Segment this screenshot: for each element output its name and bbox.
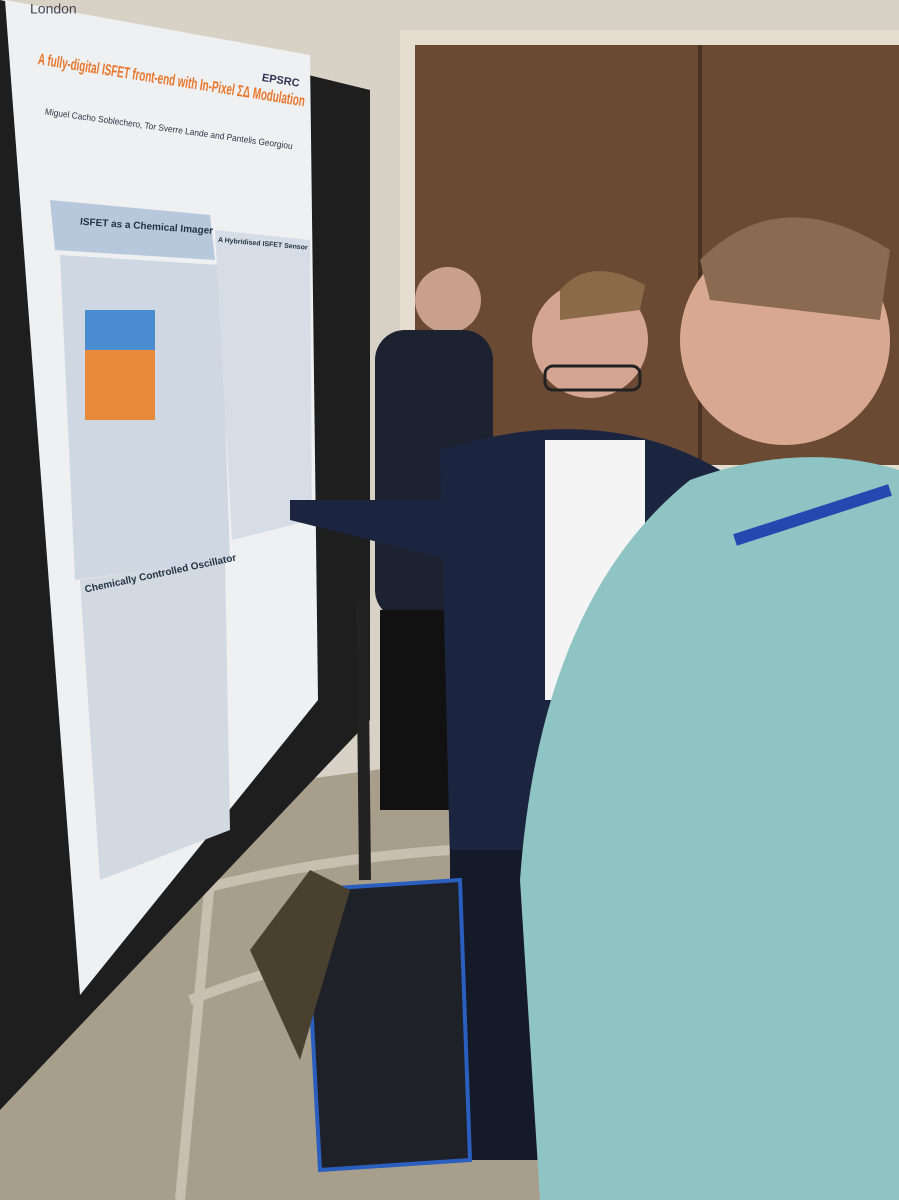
- board-leg: [356, 599, 371, 881]
- glasses: [543, 364, 642, 392]
- poster-figure: [85, 310, 155, 350]
- institution: London: [30, 1, 77, 17]
- lanyard: [733, 484, 892, 546]
- logo: EPSRC: [261, 72, 300, 90]
- bag: [250, 870, 350, 1060]
- person-legs: [380, 610, 450, 810]
- person-arm: [290, 500, 450, 560]
- person-shirt: [520, 457, 899, 1200]
- poster-panel: [80, 560, 230, 880]
- person-head: [415, 267, 481, 333]
- backpack: [302, 877, 473, 1173]
- hair: [700, 217, 890, 320]
- poster-panel: [215, 230, 312, 540]
- hair: [560, 271, 645, 320]
- poster-panel: [50, 200, 215, 260]
